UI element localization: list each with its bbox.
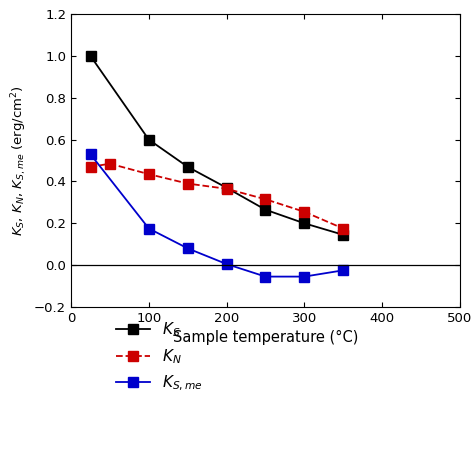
$K_N$ [107,161,113,166]
$K_S$ [224,185,229,191]
Legend: $K_S$, $K_N$, $K_{S,me}$: $K_S$, $K_N$, $K_{S,me}$ [110,315,209,399]
$K_N$ [301,209,307,215]
$K_S$ [301,220,307,226]
$K_{S,me}$ [301,274,307,280]
$K_{S,me}$ [263,274,268,280]
$K_S$ [340,232,346,237]
$K_N$ [185,181,191,186]
$K_S$ [146,137,152,143]
Y-axis label: $K_S$, $K_N$, $K_{S,me}$ (erg/cm$^2$): $K_S$, $K_N$, $K_{S,me}$ (erg/cm$^2$) [9,85,28,236]
$K_N$ [263,196,268,202]
$K_S$ [88,53,93,59]
Line: $K_N$: $K_N$ [86,159,348,233]
$K_N$ [224,186,229,191]
$K_N$ [88,164,93,170]
$K_{S,me}$ [88,152,93,157]
$K_S$ [263,207,268,212]
$K_{S,me}$ [146,226,152,231]
$K_{S,me}$ [340,267,346,273]
Line: $K_{S,me}$: $K_{S,me}$ [86,149,348,282]
X-axis label: Sample temperature (°C): Sample temperature (°C) [173,330,358,346]
Line: $K_S$: $K_S$ [86,51,348,240]
$K_N$ [146,171,152,177]
$K_S$ [185,164,191,170]
$K_N$ [340,226,346,231]
$K_{S,me}$ [224,261,229,267]
$K_{S,me}$ [185,246,191,251]
